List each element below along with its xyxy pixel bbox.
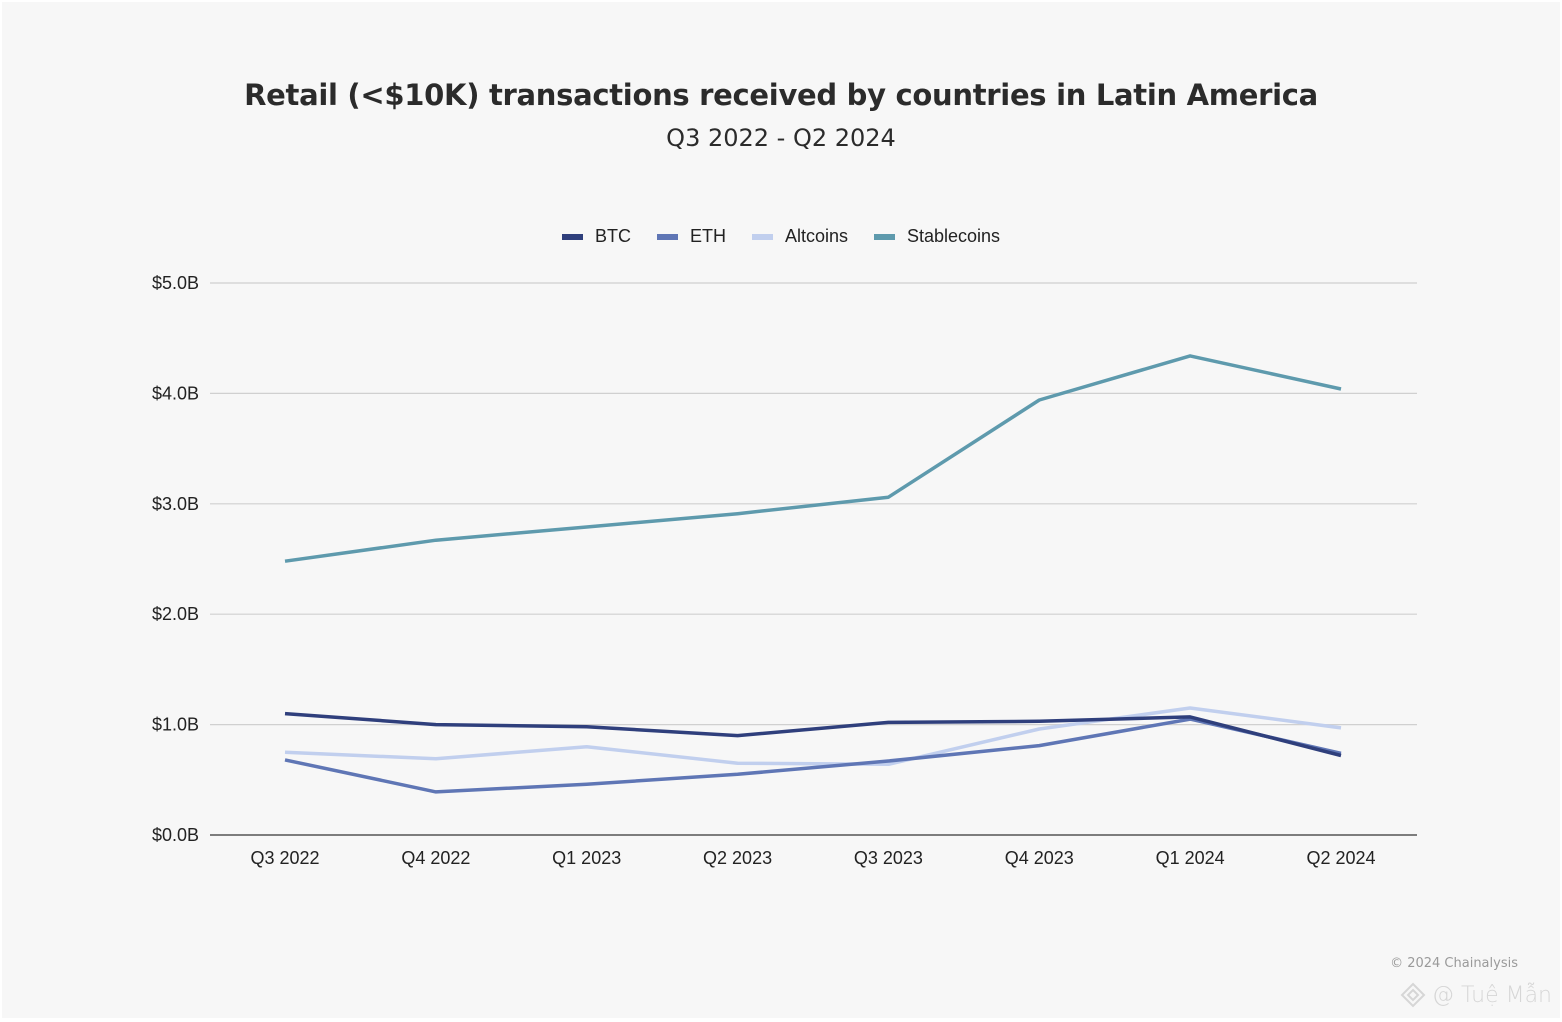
x-tick-label: Q2 2024 <box>1306 848 1375 868</box>
y-axis: $0.0B $1.0B $2.0B $3.0B $4.0B $5.0B <box>152 273 199 845</box>
data-point-stablecoins[interactable] <box>1339 387 1343 391</box>
chart-title: Retail (<$10K) transactions received by … <box>244 78 1318 112</box>
data-point-btc[interactable] <box>585 725 589 729</box>
data-point-stablecoins[interactable] <box>1037 398 1041 402</box>
watermark: @ Tuệ Mẫn <box>1400 982 1552 1008</box>
data-point-btc[interactable] <box>434 723 438 727</box>
y-tick-label: $5.0B <box>152 273 199 293</box>
chart-subtitle: Q3 2022 - Q2 2024 <box>666 124 896 152</box>
data-point-stablecoins[interactable] <box>886 495 890 499</box>
data-point-altcoins[interactable] <box>585 745 589 749</box>
data-point-altcoins[interactable] <box>736 761 740 765</box>
data-point-altcoins[interactable] <box>434 757 438 761</box>
legend-label-eth: ETH <box>689 226 726 246</box>
data-point-altcoins[interactable] <box>283 750 287 754</box>
y-tick-label: $2.0B <box>152 604 199 624</box>
data-point-stablecoins[interactable] <box>434 538 438 542</box>
legend-label-btc: BTC <box>594 226 631 246</box>
watermark-text: @ Tuệ Mẫn <box>1432 982 1552 1008</box>
x-tick-label: Q3 2022 <box>250 848 319 868</box>
x-tick-label: Q4 2022 <box>401 848 470 868</box>
legend-item-btc[interactable]: BTC <box>561 226 631 247</box>
series-line-eth[interactable] <box>284 717 1342 794</box>
x-axis: Q3 2022 Q4 2022 Q1 2023 Q2 2023 Q3 2023 Q4 20… <box>250 848 1375 868</box>
series-lines <box>283 354 1343 794</box>
data-point-altcoins[interactable] <box>1037 727 1041 731</box>
legend-label-altcoins: Altcoins <box>784 226 848 246</box>
data-point-altcoins[interactable] <box>1339 726 1343 730</box>
legend-item-stablecoins[interactable]: Stablecoins <box>873 226 1001 247</box>
data-point-eth[interactable] <box>283 758 287 762</box>
data-point-btc[interactable] <box>1188 715 1192 719</box>
x-tick-label: Q4 2023 <box>1005 848 1074 868</box>
data-point-eth[interactable] <box>736 772 740 776</box>
copyright-credit: © 2024 Chainalysis <box>1390 956 1518 971</box>
data-point-eth[interactable] <box>585 782 589 786</box>
data-point-stablecoins[interactable] <box>736 512 740 516</box>
series-line-altcoins[interactable] <box>284 706 1342 767</box>
legend-swatch-eth <box>656 233 678 240</box>
legend-swatch-btc <box>561 233 583 240</box>
y-tick-label: $3.0B <box>152 494 199 514</box>
data-point-stablecoins[interactable] <box>1188 354 1192 358</box>
legend-item-altcoins[interactable]: Altcoins <box>751 226 848 247</box>
data-point-btc[interactable] <box>1339 754 1343 758</box>
data-point-altcoins[interactable] <box>1188 706 1192 710</box>
x-tick-label: Q3 2023 <box>854 848 923 868</box>
x-tick-label: Q1 2023 <box>552 848 621 868</box>
x-tick-label: Q2 2023 <box>703 848 772 868</box>
data-point-btc[interactable] <box>1037 719 1041 723</box>
legend-swatch-altcoins <box>751 233 773 240</box>
data-point-btc[interactable] <box>283 712 287 716</box>
data-point-eth[interactable] <box>886 759 890 763</box>
legend: BTC ETH Altcoins Stablecoins <box>0 226 1562 247</box>
data-point-stablecoins[interactable] <box>585 525 589 529</box>
data-point-eth[interactable] <box>1037 744 1041 748</box>
legend-label-stablecoins: Stablecoins <box>906 226 1001 246</box>
data-point-btc[interactable] <box>886 720 890 724</box>
diamond-logo-icon <box>1400 982 1426 1008</box>
data-point-eth[interactable] <box>434 790 438 794</box>
legend-swatch-stablecoins <box>873 233 895 240</box>
y-tick-label: $0.0B <box>152 825 199 845</box>
y-tick-label: $1.0B <box>152 715 199 735</box>
y-tick-label: $4.0B <box>152 383 199 403</box>
data-point-btc[interactable] <box>736 734 740 738</box>
x-tick-label: Q1 2024 <box>1156 848 1225 868</box>
series-line-stablecoins[interactable] <box>284 354 1342 563</box>
data-point-stablecoins[interactable] <box>283 559 287 563</box>
legend-item-eth[interactable]: ETH <box>656 226 726 247</box>
series-line-btc[interactable] <box>284 711 1342 758</box>
